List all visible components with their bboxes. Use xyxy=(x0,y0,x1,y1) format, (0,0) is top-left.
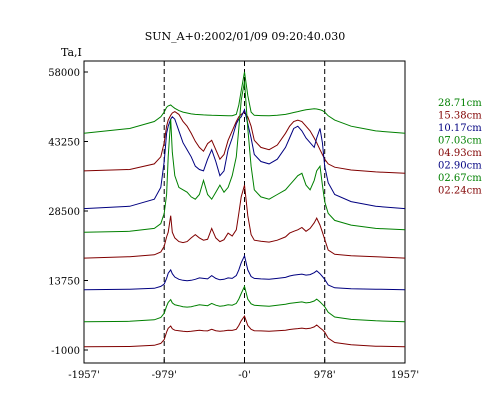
legend-item-7: 02.24cm xyxy=(438,186,482,197)
y-tick-label-2: 28500 xyxy=(48,207,80,218)
legend-item-2: 10.17cm xyxy=(438,123,482,134)
x-tick-label-3: 978' xyxy=(314,370,336,381)
y-tick-label-4: -1000 xyxy=(51,346,80,357)
y-tick-label-3: 13750 xyxy=(48,277,80,288)
x-tick-label-0: -1957' xyxy=(68,370,100,381)
x-axis-ticks: -1957' -979' -0' 978' 1957' xyxy=(68,359,419,381)
x-tick-label-4: 1957' xyxy=(391,370,419,381)
legend-item-1: 15.38cm xyxy=(438,111,482,122)
y-axis-ticks: 58000 43250 28500 13750 -1000 xyxy=(48,68,88,357)
legend-item-5: 02.90cm xyxy=(438,161,482,172)
series-line-6 xyxy=(83,284,406,323)
series-line-3 xyxy=(83,81,406,233)
chart-title: SUN_A+0:2002/01/09 09:20:40.030 xyxy=(145,30,346,43)
series-line-5 xyxy=(83,254,406,291)
x-tick-label-1: -979' xyxy=(152,370,177,381)
y-tick-label-0: 58000 xyxy=(48,68,80,79)
series-line-7 xyxy=(83,315,406,348)
legend-item-0: 28.71cm xyxy=(438,98,482,109)
reference-lines xyxy=(163,61,326,363)
y-tick-label-1: 43250 xyxy=(48,138,80,149)
y-axis-label: Ta,I xyxy=(61,46,82,59)
legend-item-6: 02.67cm xyxy=(438,173,482,184)
legend-item-4: 04.93cm xyxy=(438,148,482,159)
legend-item-3: 07.03cm xyxy=(438,136,482,147)
series-line-0 xyxy=(83,71,406,134)
series-line-4 xyxy=(83,184,406,259)
series-lines xyxy=(83,71,406,348)
x-tick-label-2: -0' xyxy=(238,370,251,381)
series-line-2 xyxy=(83,108,406,210)
